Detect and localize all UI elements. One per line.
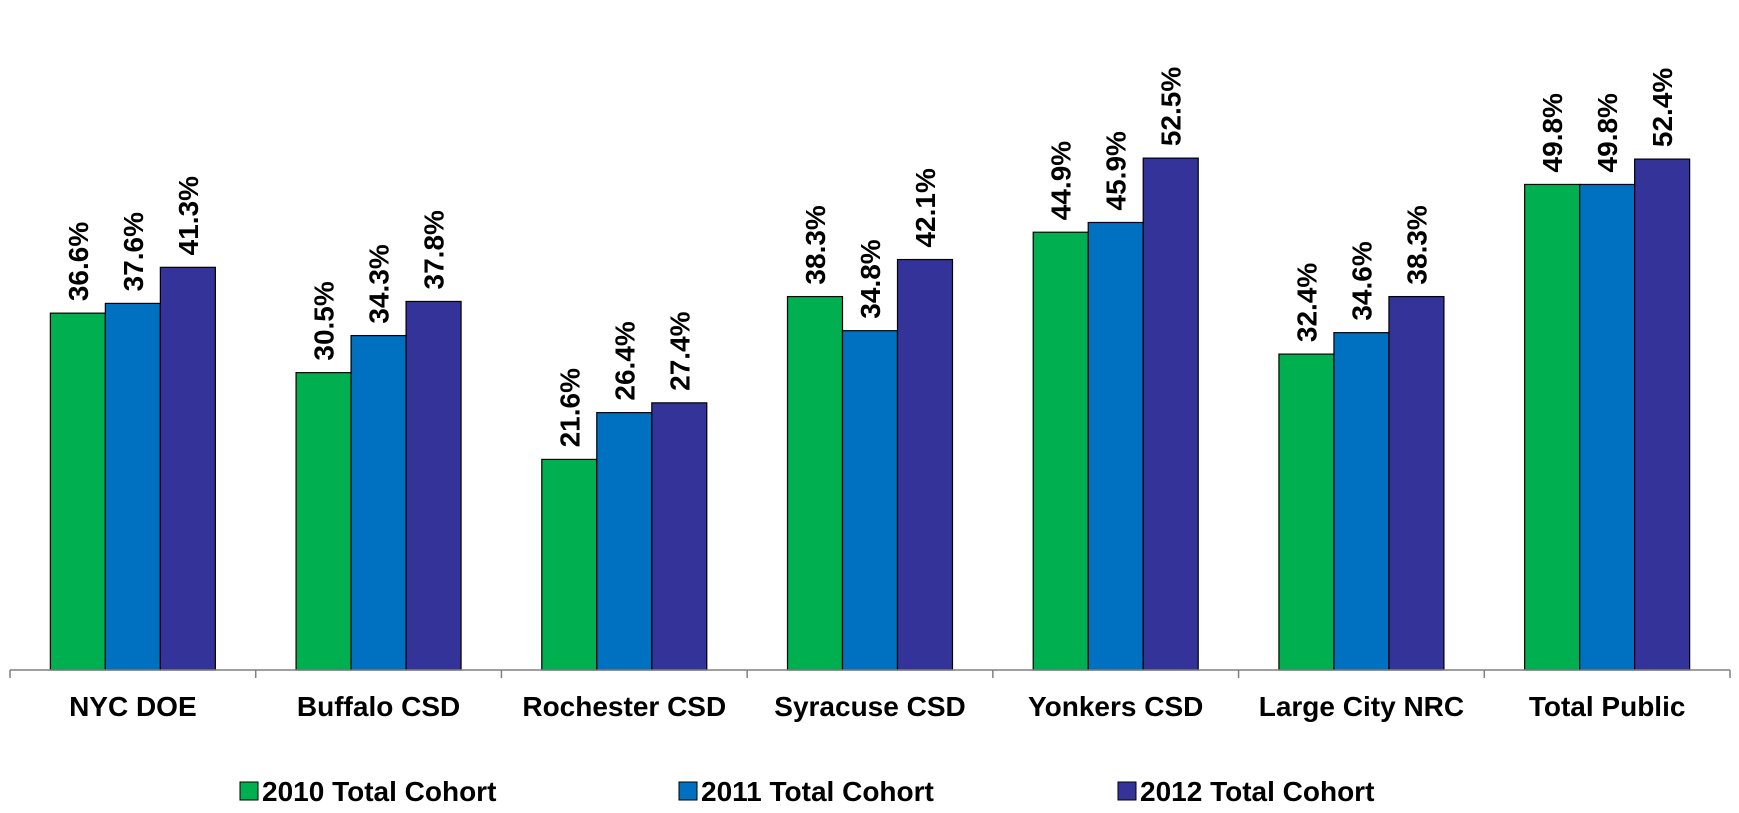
legend-swatch (239, 781, 259, 801)
data-label: 42.1% (910, 168, 941, 247)
bar-2 (841, 330, 899, 671)
bar-2 (1087, 221, 1144, 671)
x-axis (9, 669, 1731, 678)
data-label: 52.5% (1156, 67, 1187, 146)
data-label: 45.9% (1101, 131, 1132, 210)
category-label: NYC DOE (69, 691, 197, 722)
data-label: 30.5% (309, 281, 340, 360)
bar-2 (1579, 183, 1636, 671)
bar-2 (1333, 332, 1390, 671)
legend-label: 2011 Total Cohort (701, 776, 934, 807)
bar-1 (1032, 231, 1089, 671)
bar-3 (1142, 157, 1199, 671)
data-label: 49.8% (1537, 93, 1568, 172)
bar-2 (104, 302, 161, 671)
legend-swatch (1117, 781, 1137, 801)
category-labels-layer: NYC DOE Buffalo CSD Rochester CSD Syracuse … (69, 691, 1685, 722)
category-label: Buffalo CSD (297, 691, 460, 722)
category-label: Yonkers CSD (1028, 691, 1203, 722)
data-label: 32.4% (1291, 263, 1322, 342)
bar-1 (49, 312, 106, 671)
bar-2 (596, 412, 653, 671)
data-label: 38.3% (800, 205, 831, 284)
bar-1 (541, 458, 598, 671)
legend-label: 2012 Total Cohort (1140, 776, 1374, 807)
legend: 2010 Total Cohort 2011 Total Cohort 2012 T… (239, 776, 1374, 807)
bars-layer (49, 157, 1691, 671)
category-label: Large City NRC (1259, 691, 1464, 722)
category-label: Syracuse CSD (774, 691, 965, 722)
bar-3 (651, 402, 708, 671)
data-label: 26.4% (609, 321, 640, 400)
category-label: Total Public (1529, 691, 1686, 722)
data-label: 44.9% (1046, 141, 1077, 220)
legend-swatch (678, 781, 698, 801)
data-label: 36.6% (63, 222, 94, 301)
legend-label: 2010 Total Cohort (262, 776, 496, 807)
data-label: 21.6% (554, 368, 585, 447)
data-label: 34.3% (364, 244, 395, 323)
bar-3 (896, 258, 954, 671)
data-label: 37.8% (419, 210, 450, 289)
bar-1 (1524, 183, 1581, 671)
data-label: 52.4% (1647, 68, 1678, 147)
data-label: 37.6% (118, 212, 149, 291)
data-label: 38.3% (1401, 205, 1432, 284)
bar-3 (159, 266, 216, 671)
bar-1 (295, 372, 352, 671)
bar-2 (350, 334, 407, 671)
data-label: 27.4% (664, 311, 695, 390)
data-label: 49.8% (1592, 93, 1623, 172)
bar-3 (405, 300, 462, 671)
data-label: 34.6% (1346, 241, 1377, 320)
bar-3 (1634, 158, 1691, 671)
data-label: 34.8% (855, 239, 886, 318)
bar-3 (1388, 295, 1445, 671)
data-labels-layer: 36.6% 37.6% 41.3% 30.5% 34.3% 37.8% 21.6% 26.4%… (63, 67, 1678, 448)
bar-1 (786, 295, 844, 671)
category-label: Rochester CSD (522, 691, 726, 722)
data-label: 41.3% (173, 176, 204, 255)
bar-1 (1278, 353, 1335, 671)
